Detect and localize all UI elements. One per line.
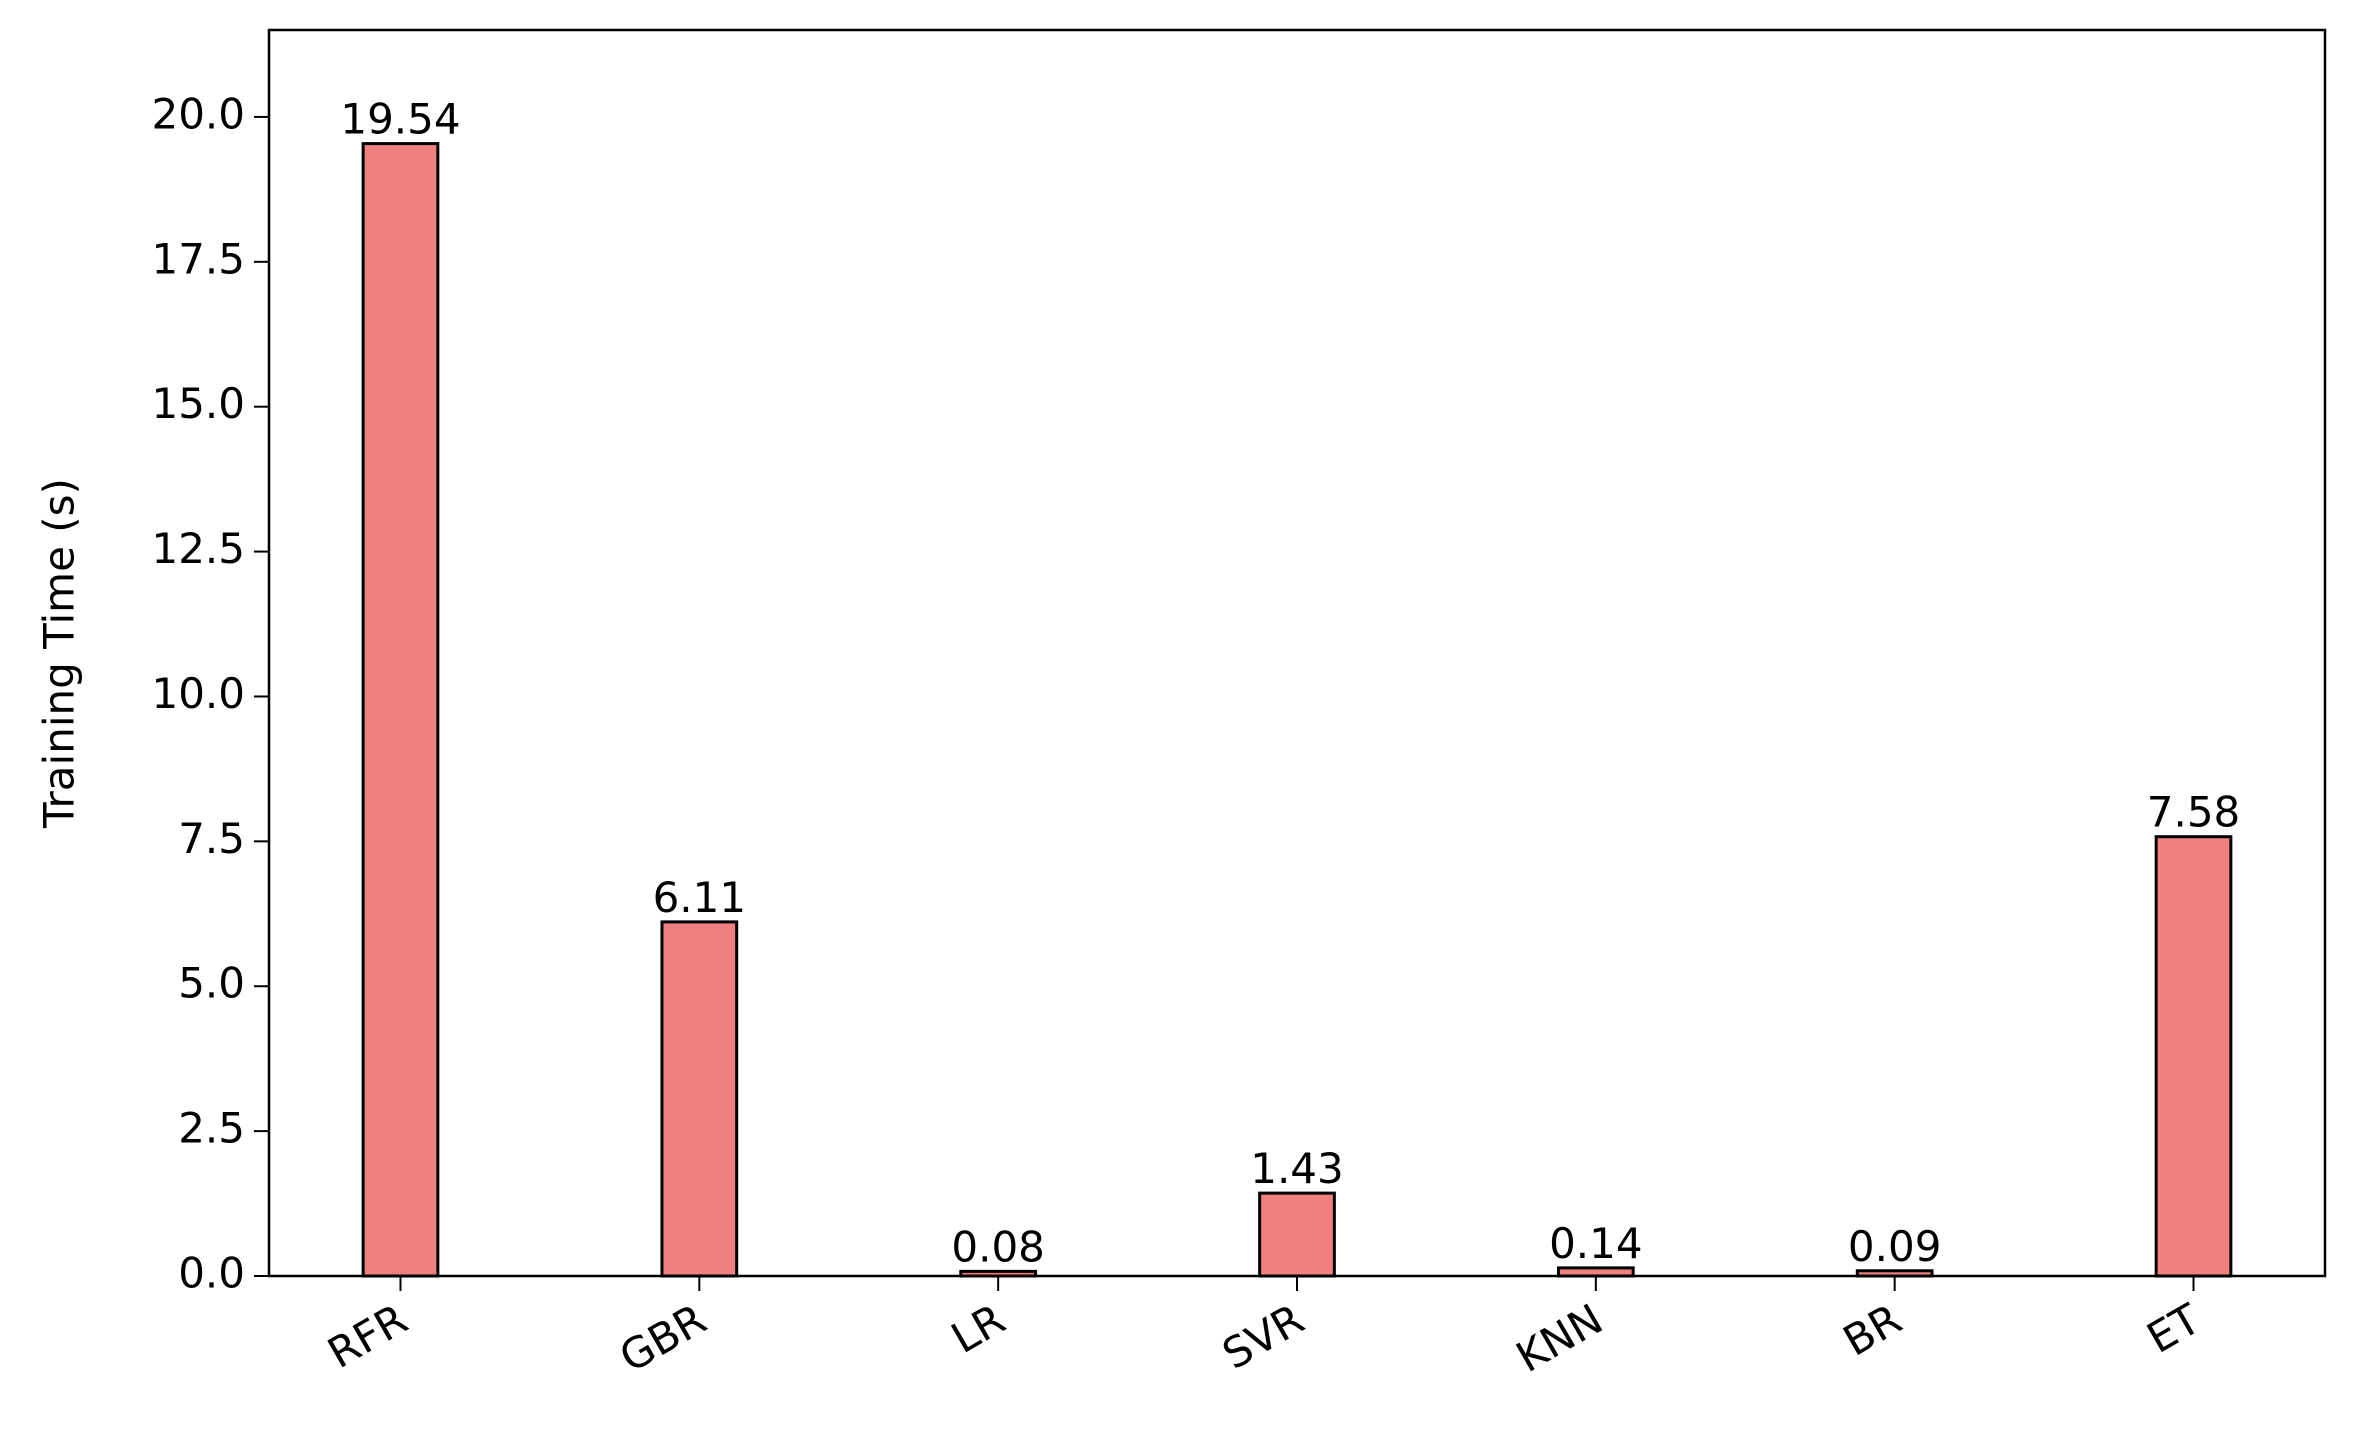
value-label: 19.54 (340, 95, 460, 144)
x-tick-label: ET (2139, 1294, 2209, 1363)
y-tick-label: 7.5 (178, 814, 245, 863)
x-tick-label: LR (943, 1294, 1013, 1363)
value-label: 7.58 (2147, 788, 2241, 837)
bar (361, 142, 440, 1278)
value-label: 0.09 (1848, 1222, 1942, 1271)
y-tick-label: 10.0 (151, 669, 245, 718)
bar (2154, 835, 2233, 1278)
y-tick-label: 12.5 (151, 524, 245, 573)
x-tick-label: BR (1835, 1294, 1910, 1365)
x-tick-label: SVR (1214, 1294, 1312, 1379)
y-tick-label: 15.0 (151, 379, 245, 428)
x-tick-label: GBR (611, 1294, 714, 1382)
y-tick-label: 2.5 (178, 1104, 245, 1153)
y-tick-label: 0.0 (178, 1249, 245, 1298)
value-label: 1.43 (1250, 1144, 1344, 1193)
value-label: 0.08 (951, 1222, 1045, 1271)
value-label: 0.14 (1549, 1219, 1643, 1268)
bar (660, 920, 739, 1278)
x-tick-label: KNN (1508, 1294, 1611, 1382)
y-tick-label: 20.0 (151, 89, 245, 138)
y-tick-label: 5.0 (178, 959, 245, 1008)
y-axis-label: Training Time (s) (35, 478, 84, 829)
x-tick-label: RFR (320, 1294, 416, 1378)
y-tick-label: 17.5 (151, 234, 245, 283)
bar (1258, 1191, 1336, 1278)
plot-frame (267, 28, 2327, 1278)
value-label: 6.11 (653, 873, 747, 922)
